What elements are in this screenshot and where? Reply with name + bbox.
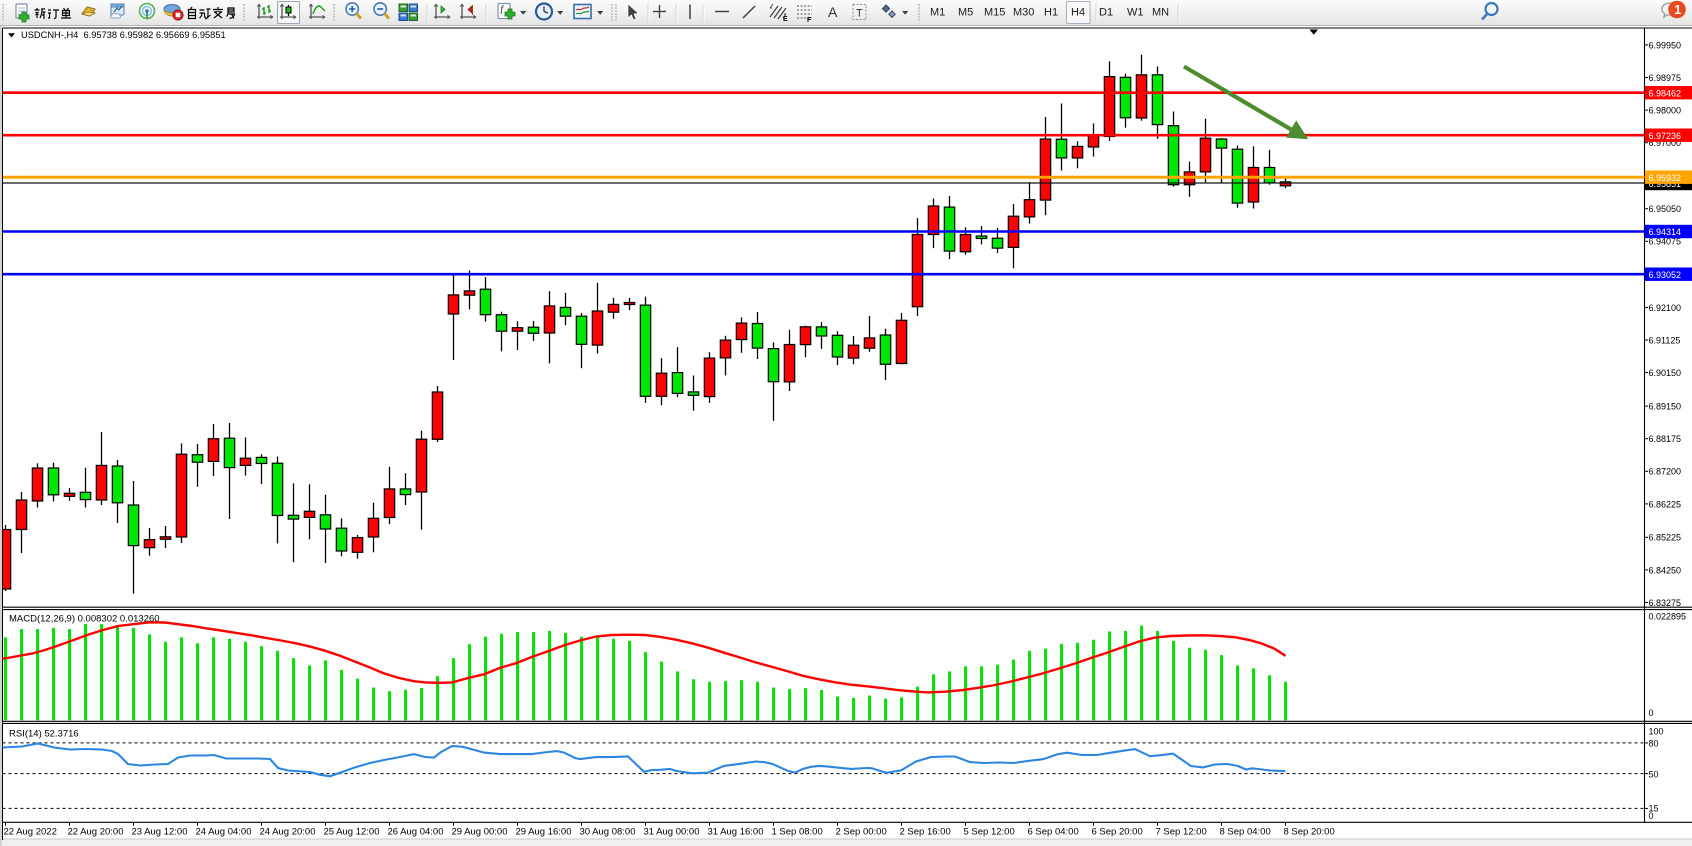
- svg-text:6.95932: 6.95932: [1649, 173, 1682, 183]
- svg-text:2 Sep 00:00: 2 Sep 00:00: [836, 827, 887, 838]
- svg-text:6.88175: 6.88175: [1649, 434, 1682, 444]
- svg-text:24 Aug 04:00: 24 Aug 04:00: [196, 827, 252, 838]
- svg-text:D1: D1: [1099, 7, 1113, 19]
- svg-text:MN: MN: [1152, 7, 1169, 19]
- svg-text:50: 50: [1649, 769, 1659, 779]
- svg-text:31 Aug 00:00: 31 Aug 00:00: [644, 827, 700, 838]
- svg-text:2 Sep 16:00: 2 Sep 16:00: [900, 827, 951, 838]
- svg-text:A: A: [828, 4, 838, 20]
- svg-text:6.94075: 6.94075: [1649, 237, 1682, 247]
- svg-text:W1: W1: [1127, 7, 1144, 19]
- svg-text:26 Aug 04:00: 26 Aug 04:00: [388, 827, 444, 838]
- svg-text:0.022895: 0.022895: [1649, 611, 1687, 621]
- svg-text:22 Aug 20:00: 22 Aug 20:00: [68, 827, 124, 838]
- svg-text:M1: M1: [930, 7, 945, 19]
- svg-text:6.95050: 6.95050: [1649, 204, 1682, 214]
- svg-text:F: F: [807, 17, 812, 24]
- svg-text:23 Aug 12:00: 23 Aug 12:00: [132, 827, 188, 838]
- svg-text:6.91125: 6.91125: [1649, 335, 1681, 345]
- svg-text:1 Sep 08:00: 1 Sep 08:00: [772, 827, 823, 838]
- svg-text:6.93052: 6.93052: [1649, 270, 1682, 280]
- svg-text:M30: M30: [1013, 7, 1034, 19]
- svg-text:M15: M15: [984, 7, 1005, 19]
- svg-text:6.97000: 6.97000: [1649, 138, 1682, 148]
- svg-text:M5: M5: [958, 7, 973, 19]
- svg-text:29 Aug 00:00: 29 Aug 00:00: [452, 827, 508, 838]
- svg-text:6.98462: 6.98462: [1649, 88, 1682, 98]
- svg-text:6.92100: 6.92100: [1649, 303, 1682, 313]
- svg-text:6.83275: 6.83275: [1649, 598, 1682, 608]
- svg-text:6.89150: 6.89150: [1649, 402, 1682, 412]
- svg-text:USDCNH-,H4 6.95738 6.95982 6.: USDCNH-,H4 6.95738 6.95982 6.95669 6.958…: [21, 30, 226, 40]
- svg-text:8 Sep 20:00: 8 Sep 20:00: [1284, 827, 1335, 838]
- svg-text:f: f: [501, 4, 505, 14]
- svg-text:6.90150: 6.90150: [1649, 368, 1682, 378]
- svg-text:6.97236: 6.97236: [1649, 131, 1682, 141]
- svg-text:31 Aug 16:00: 31 Aug 16:00: [708, 827, 764, 838]
- svg-text:6.98000: 6.98000: [1649, 106, 1682, 116]
- svg-text:100: 100: [1649, 726, 1664, 736]
- svg-text:15: 15: [1649, 804, 1659, 814]
- svg-text:6.99950: 6.99950: [1649, 40, 1682, 50]
- svg-text:RSI(14) 52.3716: RSI(14) 52.3716: [9, 729, 79, 740]
- svg-text:1: 1: [1674, 3, 1681, 17]
- svg-text:6.94314: 6.94314: [1649, 227, 1682, 237]
- svg-text:H4: H4: [1071, 7, 1085, 19]
- svg-text:6.87200: 6.87200: [1649, 467, 1682, 477]
- svg-text:0: 0: [1649, 811, 1654, 821]
- svg-text:24 Aug 20:00: 24 Aug 20:00: [260, 827, 316, 838]
- svg-text:6 Sep 20:00: 6 Sep 20:00: [1092, 827, 1143, 838]
- svg-text:6.85225: 6.85225: [1649, 533, 1682, 543]
- svg-text:22 Aug 2022: 22 Aug 2022: [4, 827, 57, 838]
- svg-text:6.95851: 6.95851: [1649, 179, 1682, 189]
- svg-text:7 Sep 12:00: 7 Sep 12:00: [1156, 827, 1207, 838]
- svg-text:8 Sep 04:00: 8 Sep 04:00: [1220, 827, 1271, 838]
- svg-text:H1: H1: [1044, 7, 1058, 19]
- svg-text:T: T: [856, 8, 863, 20]
- svg-text:6.98975: 6.98975: [1649, 73, 1682, 83]
- svg-text:E: E: [783, 16, 788, 23]
- svg-text:25 Aug 12:00: 25 Aug 12:00: [324, 827, 380, 838]
- svg-text:MACD(12,26,9) 0.008302 0.01326: MACD(12,26,9) 0.008302 0.013260: [9, 614, 160, 625]
- svg-text:6.84250: 6.84250: [1649, 565, 1682, 575]
- svg-text:6 Sep 04:00: 6 Sep 04:00: [1028, 827, 1079, 838]
- svg-text:6.86225: 6.86225: [1649, 499, 1682, 509]
- svg-text:5 Sep 12:00: 5 Sep 12:00: [964, 827, 1015, 838]
- svg-text:30 Aug 08:00: 30 Aug 08:00: [580, 827, 636, 838]
- svg-text:80: 80: [1649, 738, 1659, 748]
- svg-text:0: 0: [1649, 708, 1654, 718]
- svg-text:29 Aug 16:00: 29 Aug 16:00: [516, 827, 572, 838]
